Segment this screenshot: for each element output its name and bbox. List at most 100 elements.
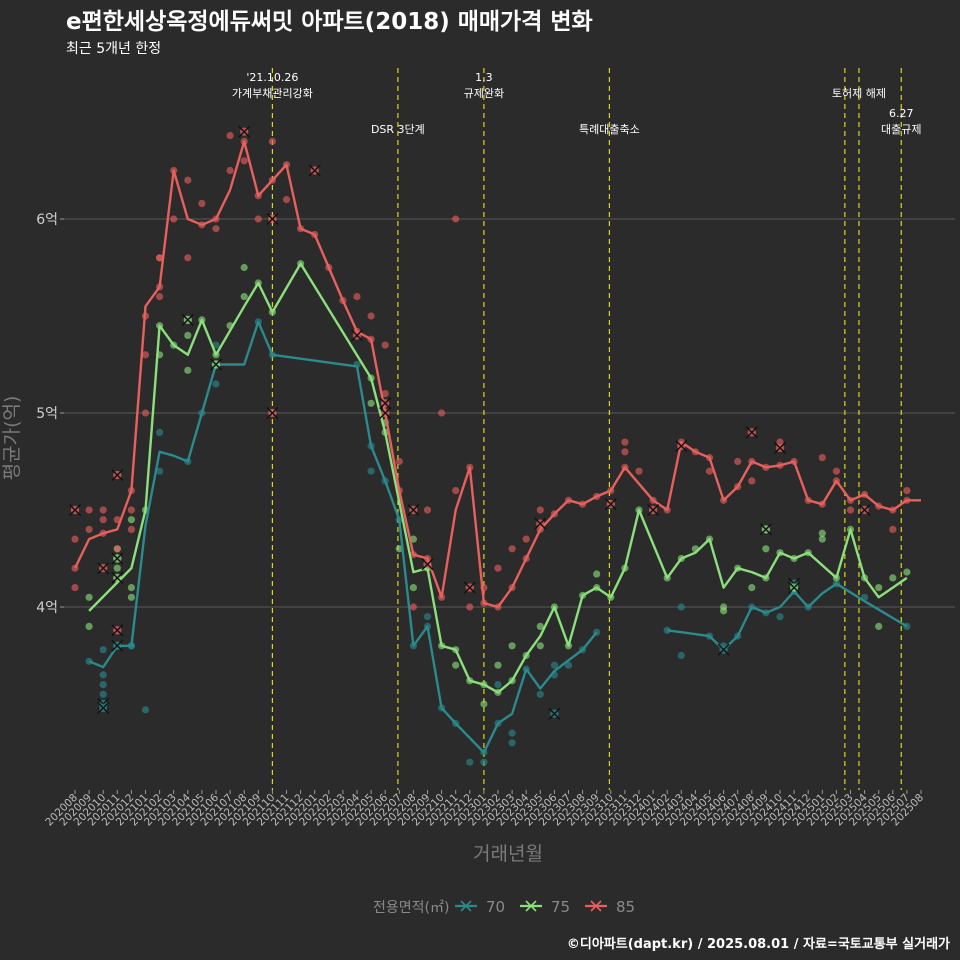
point-75-0 bbox=[85, 622, 93, 631]
x-marker-70-1 bbox=[97, 701, 110, 714]
x-marker-85-8 bbox=[351, 329, 363, 342]
x-marker-85-14 bbox=[534, 517, 547, 530]
point-75-6 bbox=[127, 516, 135, 524]
point-85-44 bbox=[367, 312, 375, 320]
point-70-38 bbox=[564, 661, 573, 669]
point-85-98 bbox=[832, 467, 841, 475]
x-marker-cross-85-4 bbox=[238, 125, 251, 138]
x-marker-cross-85-11 bbox=[407, 504, 420, 516]
point-85-96 bbox=[818, 454, 826, 462]
point-70-36 bbox=[550, 661, 559, 669]
point-85-26 bbox=[212, 225, 220, 233]
y-axis: 4억 5억 6억 bbox=[36, 212, 64, 616]
point-75-11 bbox=[184, 331, 192, 339]
point-85-1 bbox=[71, 584, 79, 592]
x-marker-85-16 bbox=[647, 504, 660, 516]
x-marker-85-0 bbox=[69, 504, 81, 516]
point-85-19 bbox=[156, 254, 164, 262]
source-caption: ©디아파트(dapt.kr) / 2025.08.01 / 자료=국토교통부 실… bbox=[567, 936, 950, 952]
legend-title: 전용면적(㎡) bbox=[373, 900, 449, 916]
point-85-6 bbox=[99, 516, 107, 524]
point-85-13 bbox=[141, 409, 150, 417]
point-70-41 bbox=[663, 626, 671, 634]
x-marker-85-4 bbox=[238, 125, 251, 138]
y-tick-label-2: 6억 bbox=[36, 212, 58, 228]
x-marker-cross-85-18 bbox=[745, 426, 758, 439]
x-marker-cross-75-5 bbox=[788, 581, 801, 594]
point-85-87 bbox=[734, 457, 742, 466]
point-85-84 bbox=[705, 467, 714, 475]
point-75-5 bbox=[127, 593, 135, 601]
point-70-3 bbox=[99, 646, 107, 654]
point-85-33 bbox=[254, 215, 262, 223]
x-marker-cross-85-12 bbox=[421, 558, 434, 571]
point-85-3 bbox=[85, 525, 93, 534]
point-70-42 bbox=[677, 603, 685, 611]
x-marker-85-6 bbox=[266, 407, 279, 419]
series-line-70-0 bbox=[88, 320, 598, 754]
point-75-38 bbox=[508, 642, 516, 650]
x-marker-cross-85-8 bbox=[351, 329, 363, 342]
point-85-51 bbox=[409, 603, 417, 611]
x-marker-85-20 bbox=[858, 504, 871, 516]
point-70-31 bbox=[494, 681, 502, 689]
legend-mark-85 bbox=[590, 900, 602, 912]
x-marker-70-2 bbox=[111, 639, 124, 652]
point-70-33 bbox=[508, 739, 516, 747]
x-marker-cross-70-4 bbox=[717, 643, 730, 656]
x-axis-title: 거래년월 bbox=[473, 843, 543, 865]
event-label-1-0: DSR 3단계 bbox=[371, 123, 425, 136]
point-85-8 bbox=[113, 545, 121, 553]
point-75-17 bbox=[240, 263, 248, 272]
series-line-70-1 bbox=[667, 582, 908, 651]
point-85-65 bbox=[508, 545, 516, 553]
point-70-29 bbox=[480, 758, 488, 766]
x-marker-cross-85-20 bbox=[858, 504, 871, 516]
x-marker-75-0 bbox=[111, 552, 124, 565]
point-75-21 bbox=[367, 399, 375, 407]
point-85-2 bbox=[71, 535, 79, 543]
point-75-63 bbox=[818, 535, 826, 543]
event-label-3-0: 특례대출축소 bbox=[579, 123, 640, 136]
chart-subtitle: 최근 5개년 한정 bbox=[66, 41, 161, 57]
event-label-5-0: 토허제 해제 bbox=[832, 86, 886, 100]
point-75-36 bbox=[494, 661, 502, 669]
point-85-16 bbox=[156, 293, 164, 301]
point-85-29 bbox=[226, 131, 234, 140]
point-85-43 bbox=[353, 293, 361, 301]
x-marker-75-4 bbox=[759, 523, 772, 536]
point-75-25 bbox=[395, 545, 403, 553]
x-marker-cross-70-2 bbox=[111, 639, 124, 652]
event-label-6-1: 대출규제 bbox=[881, 123, 921, 136]
legend-mark-70 bbox=[460, 900, 472, 912]
point-85-11 bbox=[127, 525, 135, 534]
x-marker-85-11 bbox=[407, 504, 420, 516]
point-75-12 bbox=[184, 366, 192, 374]
x-marker-cross-75-0 bbox=[111, 552, 124, 565]
x-marker-cross-85-14 bbox=[534, 517, 547, 530]
point-75-33 bbox=[480, 700, 488, 708]
x-marker-85-1 bbox=[97, 562, 110, 575]
point-70-14 bbox=[212, 380, 220, 388]
point-85-77 bbox=[621, 448, 629, 456]
series-line-85-0 bbox=[73, 140, 921, 609]
point-85-21 bbox=[170, 215, 178, 223]
point-85-4 bbox=[85, 506, 93, 514]
point-85-76 bbox=[621, 438, 629, 446]
legend: 전용면적(㎡) 70 75 85 bbox=[373, 898, 635, 916]
x-marker-85-12 bbox=[421, 558, 434, 571]
point-75-40 bbox=[536, 642, 544, 650]
x-marker-85-5 bbox=[266, 213, 279, 225]
x-marker-cross-85-19 bbox=[774, 441, 786, 454]
x-marker-cross-75-1 bbox=[111, 571, 124, 584]
x-marker-85-18 bbox=[745, 426, 758, 439]
point-85-28 bbox=[226, 166, 234, 175]
point-70-49 bbox=[776, 613, 784, 621]
point-85-54 bbox=[438, 409, 446, 417]
x-marker-75-1 bbox=[111, 571, 124, 584]
x-marker-cross-75-2 bbox=[181, 313, 194, 326]
point-85-35 bbox=[268, 137, 276, 145]
x-marker-cross-85-1 bbox=[97, 562, 110, 575]
point-85-63 bbox=[494, 564, 502, 572]
